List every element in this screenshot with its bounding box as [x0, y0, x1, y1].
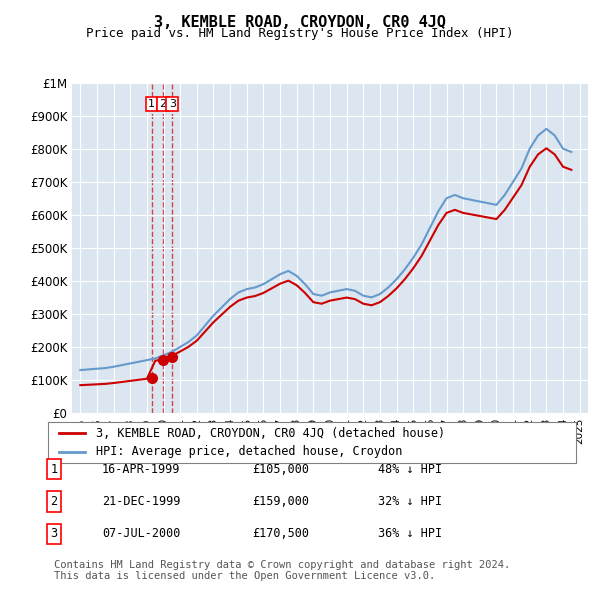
Text: 3, KEMBLE ROAD, CROYDON, CR0 4JQ (detached house): 3, KEMBLE ROAD, CROYDON, CR0 4JQ (detach… [95, 427, 445, 440]
Text: Price paid vs. HM Land Registry's House Price Index (HPI): Price paid vs. HM Land Registry's House … [86, 27, 514, 40]
Text: £170,500: £170,500 [252, 527, 309, 540]
Text: 16-APR-1999: 16-APR-1999 [102, 463, 181, 476]
Text: £105,000: £105,000 [252, 463, 309, 476]
Text: 1: 1 [50, 463, 58, 476]
Text: 2: 2 [50, 495, 58, 508]
Text: 48% ↓ HPI: 48% ↓ HPI [378, 463, 442, 476]
Text: 3: 3 [50, 527, 58, 540]
Text: 32% ↓ HPI: 32% ↓ HPI [378, 495, 442, 508]
Text: 36% ↓ HPI: 36% ↓ HPI [378, 527, 442, 540]
Text: HPI: Average price, detached house, Croydon: HPI: Average price, detached house, Croy… [95, 445, 402, 458]
Text: 07-JUL-2000: 07-JUL-2000 [102, 527, 181, 540]
Text: 3: 3 [169, 99, 176, 109]
Text: 3, KEMBLE ROAD, CROYDON, CR0 4JQ: 3, KEMBLE ROAD, CROYDON, CR0 4JQ [154, 15, 446, 30]
Text: Contains HM Land Registry data © Crown copyright and database right 2024.
This d: Contains HM Land Registry data © Crown c… [54, 559, 510, 581]
Text: 21-DEC-1999: 21-DEC-1999 [102, 495, 181, 508]
Text: 1: 1 [148, 99, 155, 109]
Text: £159,000: £159,000 [252, 495, 309, 508]
Text: 2: 2 [160, 99, 167, 109]
